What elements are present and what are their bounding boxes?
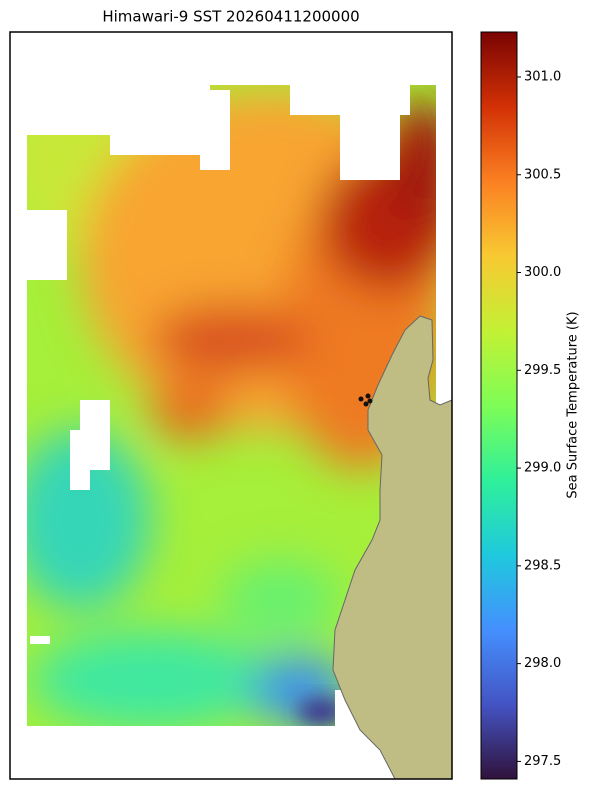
colorbar-tick-label: 299.0 [524,461,561,476]
sst-field [27,85,436,726]
colorbar-tick-label: 300.5 [524,167,561,182]
colorbar [480,31,518,780]
colorbar-tick-label: 298.5 [524,558,561,573]
stations [358,393,373,407]
land [332,315,453,780]
chart-title: Himawari-9 SST 20260411200000 [102,8,359,26]
colorbar-tick-label: 301.0 [524,69,561,84]
colorbar-label: Sea Surface Temperature (K) [566,311,581,498]
colorbar-tick-label: 300.0 [524,265,561,280]
colorbar-tick-label: 298.0 [524,656,561,671]
colorbar-tick-label: 299.5 [524,363,561,378]
colorbar-tick-label: 297.5 [524,754,561,769]
map-frame [9,31,453,780]
